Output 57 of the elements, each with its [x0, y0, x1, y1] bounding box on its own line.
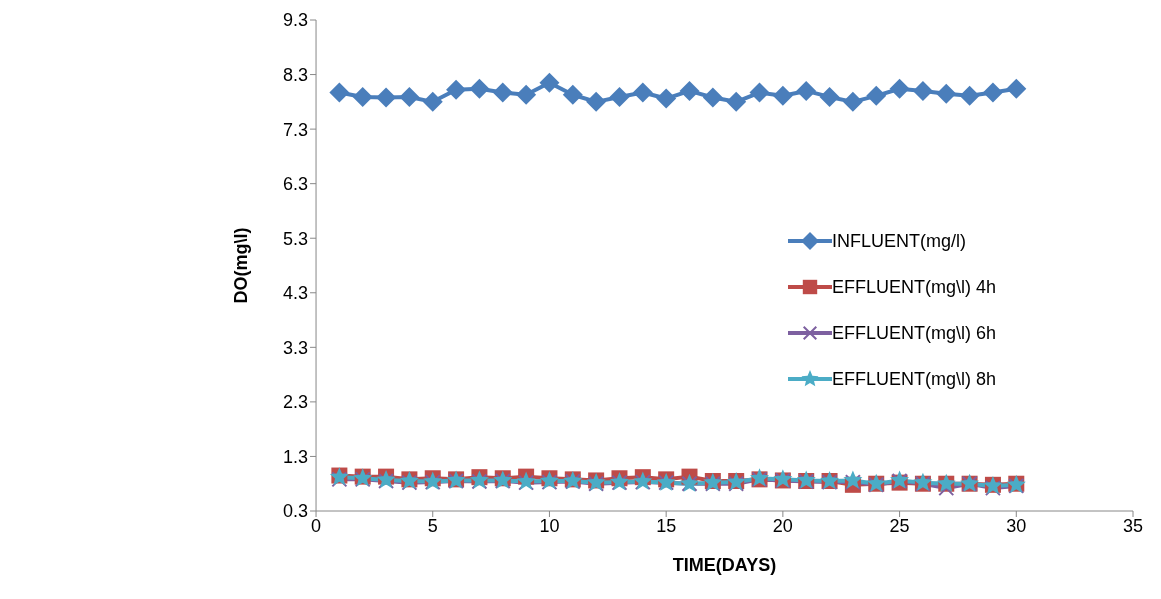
- point: [492, 82, 513, 103]
- point: [726, 91, 747, 112]
- y-tick-label: 7.3: [283, 119, 309, 140]
- x-tick-label: 5: [427, 515, 438, 536]
- y-tick-label: 3.3: [283, 337, 309, 358]
- legend-label: INFLUENT(mg/l): [832, 230, 966, 253]
- point: [446, 79, 467, 100]
- y-tick-label: 8.3: [283, 64, 309, 85]
- y-tick-label: 9.3: [283, 10, 309, 31]
- point: [1006, 78, 1027, 99]
- legend-label: EFFLUENT(mg\l) 4h: [832, 276, 997, 299]
- point: [329, 82, 350, 103]
- point: [819, 86, 840, 107]
- y-tick-label: 5.3: [283, 228, 309, 249]
- point: [749, 82, 770, 103]
- point: [539, 72, 560, 93]
- point: [796, 80, 817, 101]
- point: [469, 78, 490, 99]
- point: [842, 91, 863, 112]
- point: [866, 85, 887, 106]
- point: [702, 87, 723, 108]
- y-tick-label: 4.3: [283, 283, 309, 304]
- legend-label: EFFLUENT(mg\l) 8h: [832, 368, 997, 391]
- y-tick-label: 0.3: [283, 501, 309, 522]
- x-tick-label: 15: [656, 515, 677, 536]
- x-axis-title: TIME(DAYS): [672, 555, 777, 575]
- point: [656, 88, 677, 109]
- point: [959, 85, 980, 106]
- point: [376, 87, 397, 108]
- x-tick-label: 30: [1006, 515, 1027, 536]
- point: [586, 91, 607, 112]
- point: [889, 78, 910, 99]
- point: [982, 82, 1003, 103]
- x-tick-label: 20: [772, 515, 793, 536]
- y-axis-title: DO(mg\l): [231, 227, 252, 304]
- x-tick-label: 25: [889, 515, 910, 536]
- x-tick-label: 35: [1122, 515, 1144, 536]
- x-tick-label: 0: [311, 515, 322, 536]
- point: [399, 86, 420, 107]
- point: [331, 471, 348, 488]
- point: [772, 85, 793, 106]
- point: [516, 84, 537, 105]
- point: [609, 86, 630, 107]
- y-tick-label: 6.3: [283, 174, 309, 195]
- point: [843, 470, 863, 489]
- y-tick-label: 2.3: [283, 392, 309, 413]
- point: [912, 80, 933, 101]
- point: [562, 84, 583, 105]
- point: [679, 80, 700, 101]
- point: [352, 86, 373, 107]
- point: [422, 91, 443, 112]
- legend-label: EFFLUENT(mg\l) 6h: [832, 322, 997, 345]
- x-tick-label: 10: [539, 515, 560, 536]
- point: [984, 480, 1001, 497]
- point: [632, 82, 653, 103]
- y-tick-label: 1.3: [283, 446, 309, 467]
- point: [936, 83, 957, 104]
